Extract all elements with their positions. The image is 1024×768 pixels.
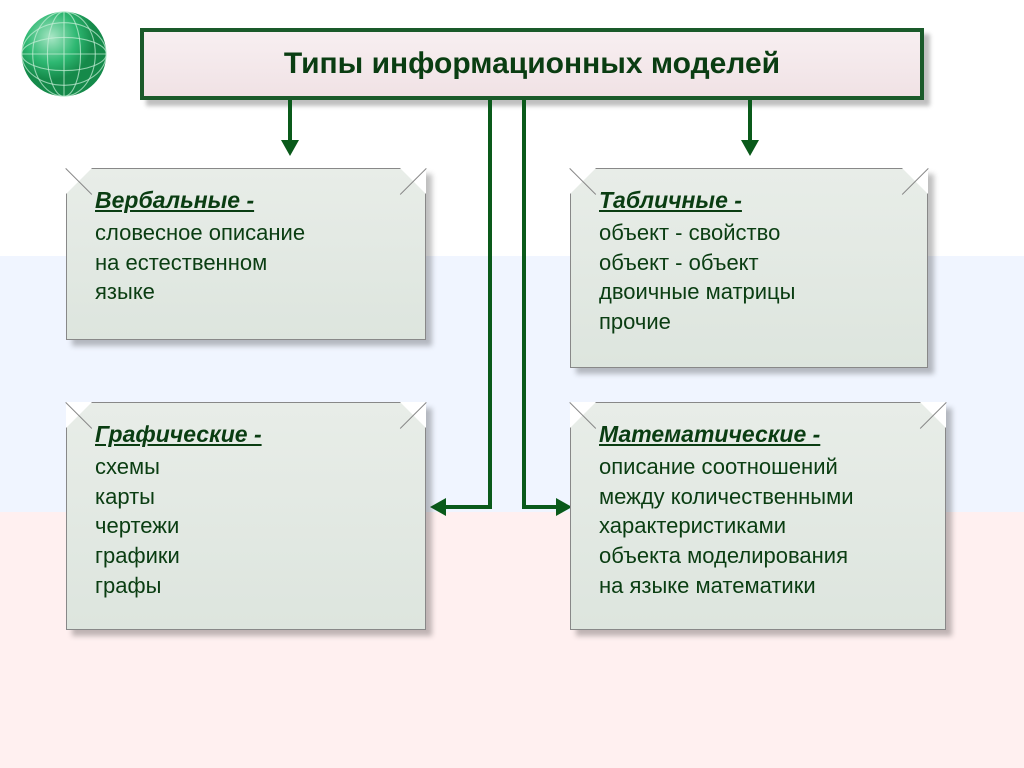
card-verbal-line: языке (95, 277, 403, 307)
arrow-4-h (522, 505, 556, 509)
card-tabular-line: объект - свойство (599, 218, 905, 248)
card-tabular-line: двоичные матрицы (599, 277, 905, 307)
card-graphic-line: схемы (95, 452, 403, 482)
card-tabular-heading: Табличные - (599, 187, 905, 214)
card-math-heading: Математические - (599, 421, 923, 448)
title-box: Типы информационных моделей (140, 28, 924, 100)
arrow-3-v (488, 100, 492, 509)
arrow-2-v (748, 100, 752, 140)
card-graphic-line: графы (95, 571, 403, 601)
globe-icon (18, 8, 110, 100)
card-verbal-line: на естественном (95, 248, 403, 278)
arrow-3-head (430, 498, 446, 516)
card-tabular-line: прочие (599, 307, 905, 337)
card-math-line: между количественными (599, 482, 923, 512)
card-math-line: объекта моделирования (599, 541, 923, 571)
card-math-line: характеристиками (599, 511, 923, 541)
card-math-line: на языке математики (599, 571, 923, 601)
card-verbal-line: словесное описание (95, 218, 403, 248)
card-tabular: Табличные - объект - свойство объект - о… (570, 168, 928, 368)
card-math-line: описание соотношений (599, 452, 923, 482)
card-math: Математические - описание соотношений ме… (570, 402, 946, 630)
card-tabular-line: объект - объект (599, 248, 905, 278)
card-graphic-line: чертежи (95, 511, 403, 541)
arrow-3-h (446, 505, 492, 509)
card-verbal: Вербальные - словесное описание на естес… (66, 168, 426, 340)
card-graphic-line: карты (95, 482, 403, 512)
title-text: Типы информационных моделей (284, 47, 780, 81)
card-graphic: Графические - схемы карты чертежи график… (66, 402, 426, 630)
card-graphic-line: графики (95, 541, 403, 571)
arrow-1-v (288, 100, 292, 140)
card-graphic-heading: Графические - (95, 421, 403, 448)
card-verbal-heading: Вербальные - (95, 187, 403, 214)
arrow-2-head (741, 140, 759, 156)
arrow-1-head (281, 140, 299, 156)
arrow-4-v (522, 100, 526, 509)
